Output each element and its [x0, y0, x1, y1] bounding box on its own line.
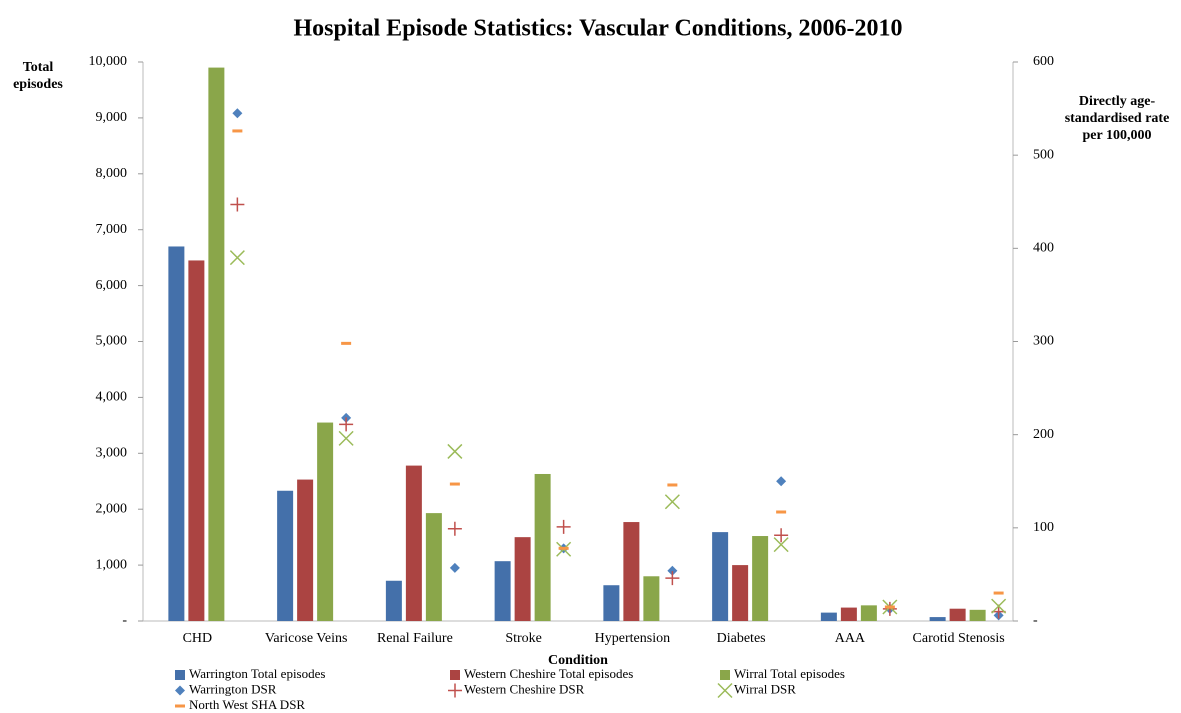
x-axis-title: Condition — [548, 653, 608, 668]
bar — [297, 479, 314, 621]
dsr-marker — [882, 601, 897, 616]
y-tick-label: 9,000 — [96, 110, 128, 125]
legend-label: Western Cheshire DSR — [464, 681, 585, 696]
y-tick-label: - — [122, 613, 127, 628]
bar — [969, 609, 986, 621]
dsr-marker — [664, 494, 680, 510]
dsr-marker — [339, 417, 354, 432]
dsr-marker — [774, 528, 789, 543]
y-tick-label: 10,000 — [89, 54, 128, 69]
y2-tick-label: 200 — [1033, 427, 1054, 442]
y2-tick-label: 400 — [1033, 241, 1054, 256]
dsr-marker — [991, 598, 1007, 614]
dsr-marker — [232, 108, 243, 119]
x-tick-label: Stroke — [505, 631, 542, 646]
bar — [534, 473, 551, 621]
bar — [425, 513, 442, 621]
legend-label: Warrington DSR — [189, 681, 277, 696]
bar — [732, 565, 749, 621]
x-tick-label: Diabetes — [717, 631, 766, 646]
y2-tick-label: 300 — [1033, 334, 1054, 349]
bar — [385, 580, 402, 621]
bar — [188, 260, 205, 621]
dsr-marker — [776, 476, 787, 487]
dsr-marker — [773, 537, 789, 553]
x-tick-label: Renal Failure — [377, 631, 453, 646]
bar — [623, 522, 640, 621]
legend-label: Western Cheshire Total episodes — [464, 666, 633, 681]
bar — [405, 465, 422, 621]
x-tick-label: CHD — [183, 631, 213, 646]
y-tick-label: 3,000 — [96, 446, 128, 461]
x-tick-label: AAA — [835, 631, 866, 646]
dsr-marker — [447, 443, 463, 459]
bar — [603, 585, 620, 621]
dsr-marker — [447, 521, 462, 536]
x-tick-label: Varicose Veins — [265, 631, 348, 646]
bar — [494, 561, 511, 621]
dsr-marker — [665, 571, 680, 586]
y-tick-label: 1,000 — [96, 557, 128, 572]
x-tick-label: Hypertension — [595, 631, 670, 646]
bar — [277, 490, 294, 621]
legend-swatch — [717, 682, 733, 699]
legend-swatch — [175, 670, 185, 680]
bar — [712, 532, 729, 621]
legend-swatch — [450, 670, 460, 680]
y-axis-title: Total episodes — [13, 60, 63, 92]
legend-label: Wirral Total episodes — [734, 666, 845, 681]
bar — [840, 607, 857, 621]
legend-label: North West SHA DSR — [189, 697, 305, 712]
y-tick-label: 2,000 — [96, 501, 128, 516]
x-tick-label: Carotid Stenosis — [913, 631, 1005, 646]
dsr-marker — [449, 562, 460, 573]
bar — [643, 576, 660, 621]
bar — [168, 246, 185, 621]
legend-label: Wirral DSR — [734, 681, 796, 696]
y2-tick-label: 500 — [1033, 147, 1054, 162]
dsr-marker — [338, 430, 354, 446]
bar — [820, 612, 837, 621]
y-tick-label: 4,000 — [96, 390, 128, 405]
dsr-marker — [556, 519, 571, 534]
y2-tick-label: - — [1033, 613, 1038, 628]
legend-swatch — [720, 670, 730, 680]
bar — [317, 422, 334, 621]
y-tick-label: 8,000 — [96, 166, 128, 181]
legend-swatch — [175, 685, 185, 696]
y2-axis-title: Directly age-standardised rate per 100,0… — [1064, 94, 1170, 143]
bar — [752, 536, 769, 621]
bar — [514, 537, 531, 621]
chart-title: Hospital Episode Statistics: Vascular Co… — [294, 16, 903, 42]
legend-label: Warrington Total episodes — [189, 666, 325, 681]
y2-tick-label: 600 — [1033, 54, 1054, 69]
y-tick-label: 7,000 — [96, 222, 128, 237]
bar — [208, 67, 225, 622]
y-tick-label: 5,000 — [96, 334, 128, 349]
bar — [860, 605, 877, 621]
bar — [949, 608, 966, 621]
dsr-marker — [229, 250, 245, 266]
legend-swatch — [448, 683, 462, 698]
dsr-marker — [667, 565, 678, 576]
bar — [929, 617, 946, 621]
y-tick-label: 6,000 — [96, 278, 128, 293]
y2-tick-label: 100 — [1033, 520, 1054, 535]
dsr-marker — [230, 197, 245, 212]
